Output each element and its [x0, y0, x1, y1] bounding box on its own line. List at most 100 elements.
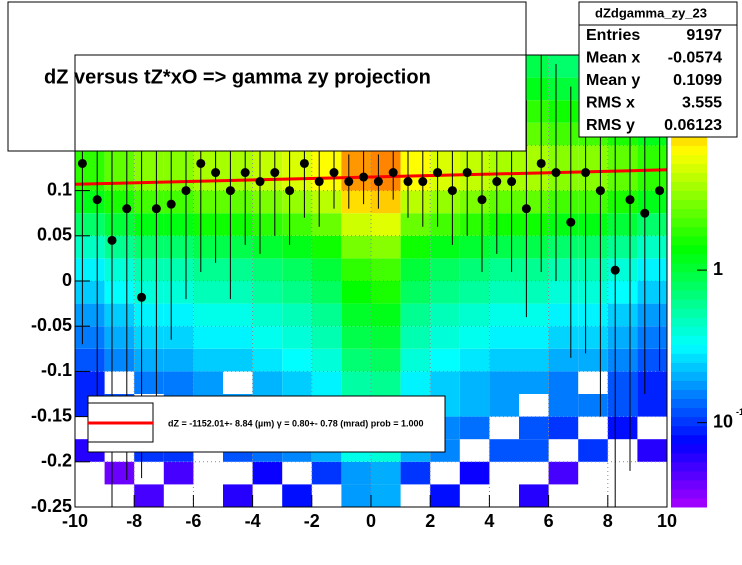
profile-point [137, 292, 147, 302]
heat-cell [578, 281, 608, 304]
heat-cell [163, 235, 194, 259]
heat-cell [519, 213, 549, 236]
heat-cell [578, 348, 608, 372]
palette-step [671, 362, 707, 372]
profile-point [566, 217, 576, 227]
heat-cell [311, 371, 342, 394]
heat-cell [75, 303, 105, 327]
heat-cell [75, 213, 105, 236]
heat-cell [548, 371, 579, 394]
heat-cell [223, 326, 253, 349]
stat-label: Mean x [586, 50, 640, 67]
heat-cell [548, 326, 579, 349]
heat-cell [400, 326, 431, 349]
palette-step [671, 308, 707, 318]
palette-step [671, 136, 707, 146]
palette-step [671, 353, 707, 363]
heat-cell [519, 416, 549, 440]
profile-point [240, 168, 250, 178]
profile-point [521, 204, 531, 214]
stat-label: RMS x [586, 95, 635, 112]
palette-step [671, 181, 707, 192]
heat-cell [548, 303, 579, 327]
heat-cell [519, 371, 549, 394]
heat-cell [223, 348, 253, 372]
heat-cell [282, 258, 312, 281]
heat-cell [223, 258, 253, 281]
heat-cell [371, 371, 401, 394]
heat-cell [252, 235, 283, 259]
profile-point [388, 168, 398, 178]
heat-cell [607, 371, 638, 394]
heat-cell [430, 348, 460, 372]
heat-cell [607, 326, 638, 349]
heat-cell [193, 281, 223, 304]
heat-cell [519, 235, 549, 259]
heat-cell [578, 439, 608, 462]
heat-cell [519, 258, 549, 281]
heat-cell [282, 235, 312, 259]
heat-cell [104, 303, 135, 327]
x-tick-label: -6 [185, 511, 201, 531]
heat-cell [578, 303, 608, 327]
profile-point [225, 186, 235, 196]
heat-cell [548, 235, 579, 259]
heat-cell [548, 258, 579, 281]
y-tick-label: 0.1 [47, 179, 72, 199]
heat-cell [341, 281, 371, 304]
profile-point [299, 158, 309, 168]
palette-step [671, 262, 707, 273]
x-tick-label: -10 [62, 511, 88, 531]
profile-point [625, 195, 635, 205]
palette-step [671, 389, 707, 400]
plot-area [74, 55, 668, 508]
heat-cell [163, 371, 194, 394]
heat-cell [637, 348, 667, 372]
heat-cell [163, 348, 194, 372]
heat-cell [341, 190, 371, 214]
palette-step [671, 398, 707, 409]
heat-cell [193, 303, 223, 327]
profile-point [255, 177, 265, 187]
heat-cell [75, 168, 105, 191]
heat-cell [637, 303, 667, 327]
palette-step [671, 416, 707, 427]
heat-cell [252, 213, 283, 236]
heat-cell [371, 484, 401, 507]
heat-cell [282, 326, 312, 349]
profile-point [462, 168, 472, 178]
heat-cell [341, 213, 371, 236]
heat-cell [75, 326, 105, 349]
heat-cell [489, 439, 519, 462]
profile-point [492, 177, 502, 187]
fit-line [74, 168, 668, 186]
palette-step [671, 317, 707, 327]
heat-cell [311, 303, 342, 327]
heat-cell [430, 213, 460, 236]
heat-cell [459, 371, 490, 394]
heat-cell [282, 303, 312, 327]
heat-cell [459, 461, 490, 485]
stat-value: 3.555 [682, 95, 722, 112]
heat-cell [578, 213, 608, 236]
palette-step [671, 497, 707, 508]
heat-cell [578, 258, 608, 281]
heat-cell [134, 258, 164, 281]
heat-cell [104, 281, 135, 304]
heat-cell [400, 371, 431, 394]
heat-cell [134, 371, 164, 394]
y-tick-label: -0.2 [41, 451, 72, 471]
heat-cell [548, 190, 579, 214]
heat-cell [607, 235, 638, 259]
heat-cell [252, 190, 283, 214]
heat-cell [371, 235, 401, 259]
heat-cell [430, 190, 460, 214]
heat-cell [104, 326, 135, 349]
palette-step [671, 208, 707, 219]
heat-cell [252, 281, 283, 304]
heat-cell [193, 235, 223, 259]
heat-cell [371, 348, 401, 372]
heat-cell [519, 348, 549, 372]
heat-cell [104, 213, 135, 236]
heat-cell [75, 258, 105, 281]
